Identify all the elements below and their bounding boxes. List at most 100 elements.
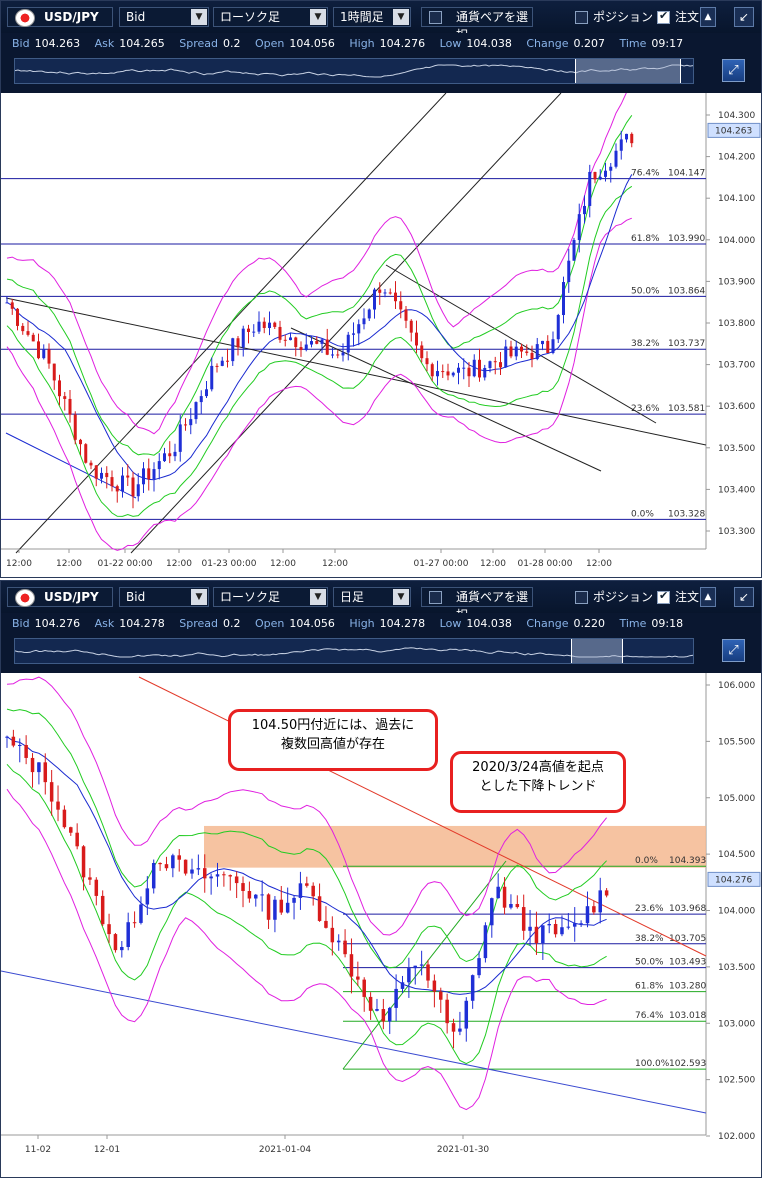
candle-body [604, 170, 607, 177]
candle-body [278, 326, 282, 340]
fibonacci-label: 76.4% [631, 169, 660, 179]
candle-body [525, 351, 529, 353]
candle-body [490, 898, 494, 926]
expand-icon[interactable]: ⤢ [722, 639, 745, 662]
price-chart[interactable]: 76.4% 104.147 61.8% 103.990 50.0% 103.864 38.2… [1, 93, 762, 578]
timeframe-select[interactable]: 1時間足 ▼ [333, 7, 411, 27]
candle-body [535, 344, 539, 360]
chevron-down-icon[interactable]: ▼ [191, 9, 207, 25]
bollinger-upper-1 [6, 115, 633, 456]
candle-body [52, 363, 56, 381]
position-checkbox[interactable] [575, 591, 588, 604]
candle-body [163, 453, 166, 462]
candle-body [598, 890, 602, 913]
candle-body [113, 934, 118, 951]
candle-body [528, 926, 532, 931]
order-checkbox[interactable] [657, 9, 670, 24]
currency-pair-selector[interactable]: USD/JPY [7, 587, 113, 607]
timeframe-value: 日足 [340, 590, 365, 604]
order-checkbox[interactable] [657, 589, 670, 604]
select-pair-checkbox[interactable] [429, 11, 442, 24]
candle-body [373, 289, 376, 310]
candle-body [257, 321, 261, 332]
candle-body [547, 923, 551, 926]
x-tick-label: 01-22 00:00 [98, 559, 153, 569]
candle-body [299, 347, 303, 351]
candle-body [196, 868, 201, 870]
select-pair-toggle[interactable]: 通貨ペアを選択 [421, 7, 533, 42]
y-tick-label: 103.300 [718, 527, 755, 537]
candle-body [541, 925, 545, 944]
fibonacci-value: 103.705 [669, 934, 706, 944]
open-value: 104.056 [289, 37, 335, 50]
candle-body [226, 360, 229, 362]
price-type-select[interactable]: Bid ▼ [119, 587, 209, 607]
candle-body [266, 894, 271, 920]
scroll-right-button[interactable]: ▲ [700, 7, 716, 27]
chevron-down-icon[interactable]: ▼ [393, 589, 409, 605]
candle-body [131, 477, 135, 497]
expand-icon[interactable]: ⤢ [722, 59, 745, 82]
currency-pair-selector[interactable]: USD/JPY [7, 7, 113, 27]
current-price-label: 104.276 [715, 875, 752, 885]
select-pair-checkbox[interactable] [429, 591, 442, 604]
candle-body [496, 886, 500, 899]
navigator-handle[interactable] [571, 639, 623, 663]
navigator-scrollbar[interactable] [14, 58, 694, 84]
candle-body [47, 349, 51, 364]
y-tick-label: 103.400 [718, 485, 755, 495]
y-tick-label: 104.500 [718, 850, 755, 860]
candle-body [409, 320, 413, 333]
candle-body [190, 869, 194, 874]
navigator-scrollbar[interactable] [14, 638, 694, 664]
collapse-icon[interactable]: ↙ [734, 587, 754, 607]
candle-body [24, 745, 28, 758]
timeframe-value: 1時間足 [340, 10, 384, 24]
candle-body [100, 472, 103, 479]
fibonacci-value: 103.864 [668, 286, 705, 296]
candle-body [247, 328, 250, 332]
candle-body [228, 875, 233, 877]
candle-body [439, 991, 443, 1000]
candle-body [126, 475, 130, 478]
timeframe-select[interactable]: 日足 ▼ [333, 587, 411, 607]
bid-value: 104.276 [34, 617, 81, 630]
position-checkbox[interactable] [575, 11, 588, 24]
candle-body [107, 924, 111, 935]
trend-line [130, 93, 562, 554]
price-type-select[interactable]: Bid ▼ [119, 7, 209, 27]
candle-body [236, 338, 240, 348]
price-chart[interactable]: 0.0% 104.393 23.6% 103.968 38.2% 103.705 50.0%… [1, 673, 762, 1178]
candle-body [189, 419, 193, 426]
fibonacci-value: 102.593 [669, 1059, 706, 1069]
chevron-down-icon[interactable]: ▼ [393, 9, 409, 25]
candle-body [273, 322, 277, 327]
candle-body [378, 289, 382, 293]
x-tick-label: 01-28 00:00 [518, 559, 573, 569]
candle-body [11, 736, 16, 746]
candle-body [247, 891, 252, 899]
trend-line [342, 860, 507, 1070]
high-value: 104.276 [379, 37, 426, 50]
collapse-icon[interactable]: ↙ [734, 7, 754, 27]
chart-type-select[interactable]: ローソク足 ▼ [213, 587, 328, 607]
chevron-down-icon[interactable]: ▼ [310, 9, 326, 25]
chevron-down-icon[interactable]: ▼ [310, 589, 326, 605]
fibonacci-value: 103.493 [669, 958, 706, 968]
candle-body [368, 996, 373, 1011]
current-price-label: 104.263 [715, 126, 752, 136]
select-pair-toggle[interactable]: 通貨ペアを選択 [421, 587, 533, 622]
candle-body [315, 341, 319, 344]
candle-body [199, 396, 203, 403]
scroll-right-button[interactable]: ▲ [700, 587, 716, 607]
candle-body [577, 214, 581, 240]
candle-body [220, 360, 224, 366]
candle-body [215, 365, 219, 367]
navigator-handle[interactable] [575, 59, 681, 83]
candle-body [37, 762, 41, 773]
candle-body [136, 484, 140, 497]
candle-body [268, 322, 271, 328]
chevron-down-icon[interactable]: ▼ [191, 589, 207, 605]
chart-type-select[interactable]: ローソク足 ▼ [213, 7, 328, 27]
candle-body [100, 895, 105, 925]
